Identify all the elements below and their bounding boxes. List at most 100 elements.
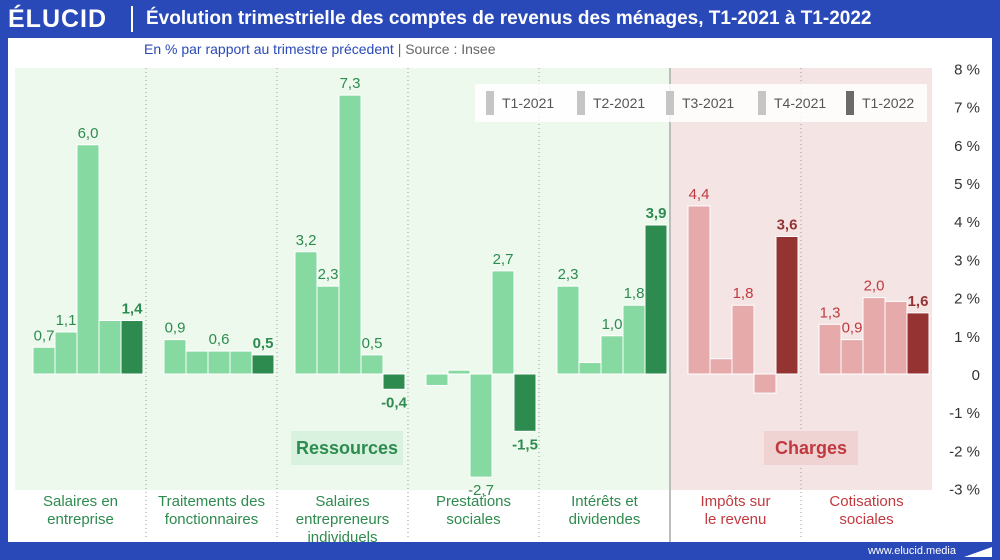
bar [425, 373, 449, 386]
legend-label: T3-2021 [682, 95, 734, 111]
bar [251, 354, 275, 375]
bar [840, 339, 864, 375]
bar [818, 323, 842, 375]
category-label: entreprise [47, 511, 114, 528]
bar [556, 285, 580, 375]
charges-label-box [764, 431, 858, 465]
data-label: 0,5 [253, 335, 274, 352]
y-tick-label: 4 % [954, 214, 980, 231]
y-tick-label: 5 % [954, 176, 980, 193]
resources-label-box [291, 431, 403, 465]
brand-mark-icon [964, 547, 992, 557]
legend-label: T1-2021 [502, 95, 554, 111]
bar [906, 312, 930, 375]
subtitle-source: Source : Insee [405, 41, 496, 57]
legend-swatch [486, 91, 494, 115]
bar [513, 373, 537, 432]
data-label: 2,7 [493, 251, 514, 268]
bar [862, 297, 886, 375]
category-label: individuels [307, 529, 377, 542]
data-label: -0,4 [381, 394, 408, 411]
category-label: le revenu [705, 511, 767, 528]
bar [884, 300, 908, 375]
legend-swatch [666, 91, 674, 115]
y-tick-label: -3 % [949, 482, 980, 499]
bar [491, 270, 515, 375]
data-label: 0,9 [165, 320, 186, 337]
y-tick-label: 0 [972, 367, 980, 384]
category-label: Impôts sur [700, 493, 770, 510]
category-label: Cotisations [829, 493, 903, 510]
chart-panel: -3 % -2 % -1 % 0 1 % 2 % 3 % 4 % 5 % 6 % 7 % 8 % 0,7… [8, 38, 992, 542]
y-tick-label: 7 % [954, 100, 980, 117]
data-label: 1,6 [908, 293, 929, 310]
bar [578, 362, 602, 375]
legend-swatch [758, 91, 766, 115]
data-label: 4,4 [689, 186, 710, 203]
bar [120, 320, 144, 375]
footer-url: www.elucid.media [867, 545, 956, 557]
category-label: Salaires en [43, 493, 118, 510]
bar [54, 331, 78, 375]
data-label: 1,4 [122, 301, 144, 318]
bar [644, 224, 668, 375]
bar [207, 350, 231, 375]
data-label: 1,1 [56, 312, 77, 329]
data-label: 0,6 [209, 331, 230, 348]
bar [98, 320, 122, 375]
bar [229, 350, 253, 375]
bar [382, 373, 406, 390]
data-label: 0,9 [842, 320, 863, 337]
bar [32, 346, 56, 375]
category-label: sociales [839, 511, 893, 528]
data-label: 1,0 [602, 316, 623, 333]
data-label: 1,8 [624, 285, 645, 302]
header: ÉLUCID Évolution trimestrielle des compt… [0, 0, 1000, 38]
bar [338, 94, 362, 375]
category-label: Salaires [315, 493, 369, 510]
bar [294, 251, 318, 375]
data-label: 2,0 [864, 278, 885, 295]
bar [185, 350, 209, 375]
charges-label: Charges [775, 438, 847, 458]
bar [687, 205, 711, 375]
data-label: 1,3 [820, 304, 841, 321]
bar [753, 373, 777, 394]
subtitle-separator: | [397, 41, 402, 57]
legend-label: T2-2021 [593, 95, 645, 111]
data-label: -1,5 [512, 436, 538, 453]
bar [709, 358, 733, 375]
category-label: Intérêts et [571, 493, 639, 510]
bar [316, 285, 340, 375]
y-tick-label: -1 % [949, 405, 980, 422]
charges-background [670, 68, 932, 490]
logo-divider [131, 6, 133, 32]
data-label: 2,3 [318, 266, 339, 283]
bar [163, 339, 187, 375]
y-tick-label: 2 % [954, 291, 980, 308]
data-label: 0,7 [34, 327, 55, 344]
page-title: Évolution trimestrielle des comptes de r… [146, 8, 872, 29]
category-label: dividendes [569, 511, 641, 528]
data-label: 2,3 [558, 266, 579, 283]
bar [76, 144, 100, 375]
y-tick-label: 8 % [954, 61, 980, 78]
data-label: 0,5 [362, 335, 383, 352]
data-label: 7,3 [340, 75, 361, 92]
y-tick-label: -2 % [949, 443, 980, 460]
legend-swatch [846, 91, 854, 115]
data-label: -2,7 [468, 482, 494, 499]
data-label: 3,6 [777, 216, 798, 233]
bar [775, 235, 799, 375]
bar [447, 369, 471, 375]
category-label: entrepreneurs [296, 511, 389, 528]
subtitle: En % par rapport au trimestre précedent … [144, 39, 496, 59]
y-tick-label: 1 % [954, 329, 980, 346]
data-label: 6,0 [78, 125, 99, 142]
legend-label: T4-2021 [774, 95, 826, 111]
bar [622, 304, 646, 375]
category-label: Prestations [436, 493, 511, 510]
category-label: Traitements des [158, 493, 265, 510]
data-label: 3,9 [646, 205, 667, 222]
